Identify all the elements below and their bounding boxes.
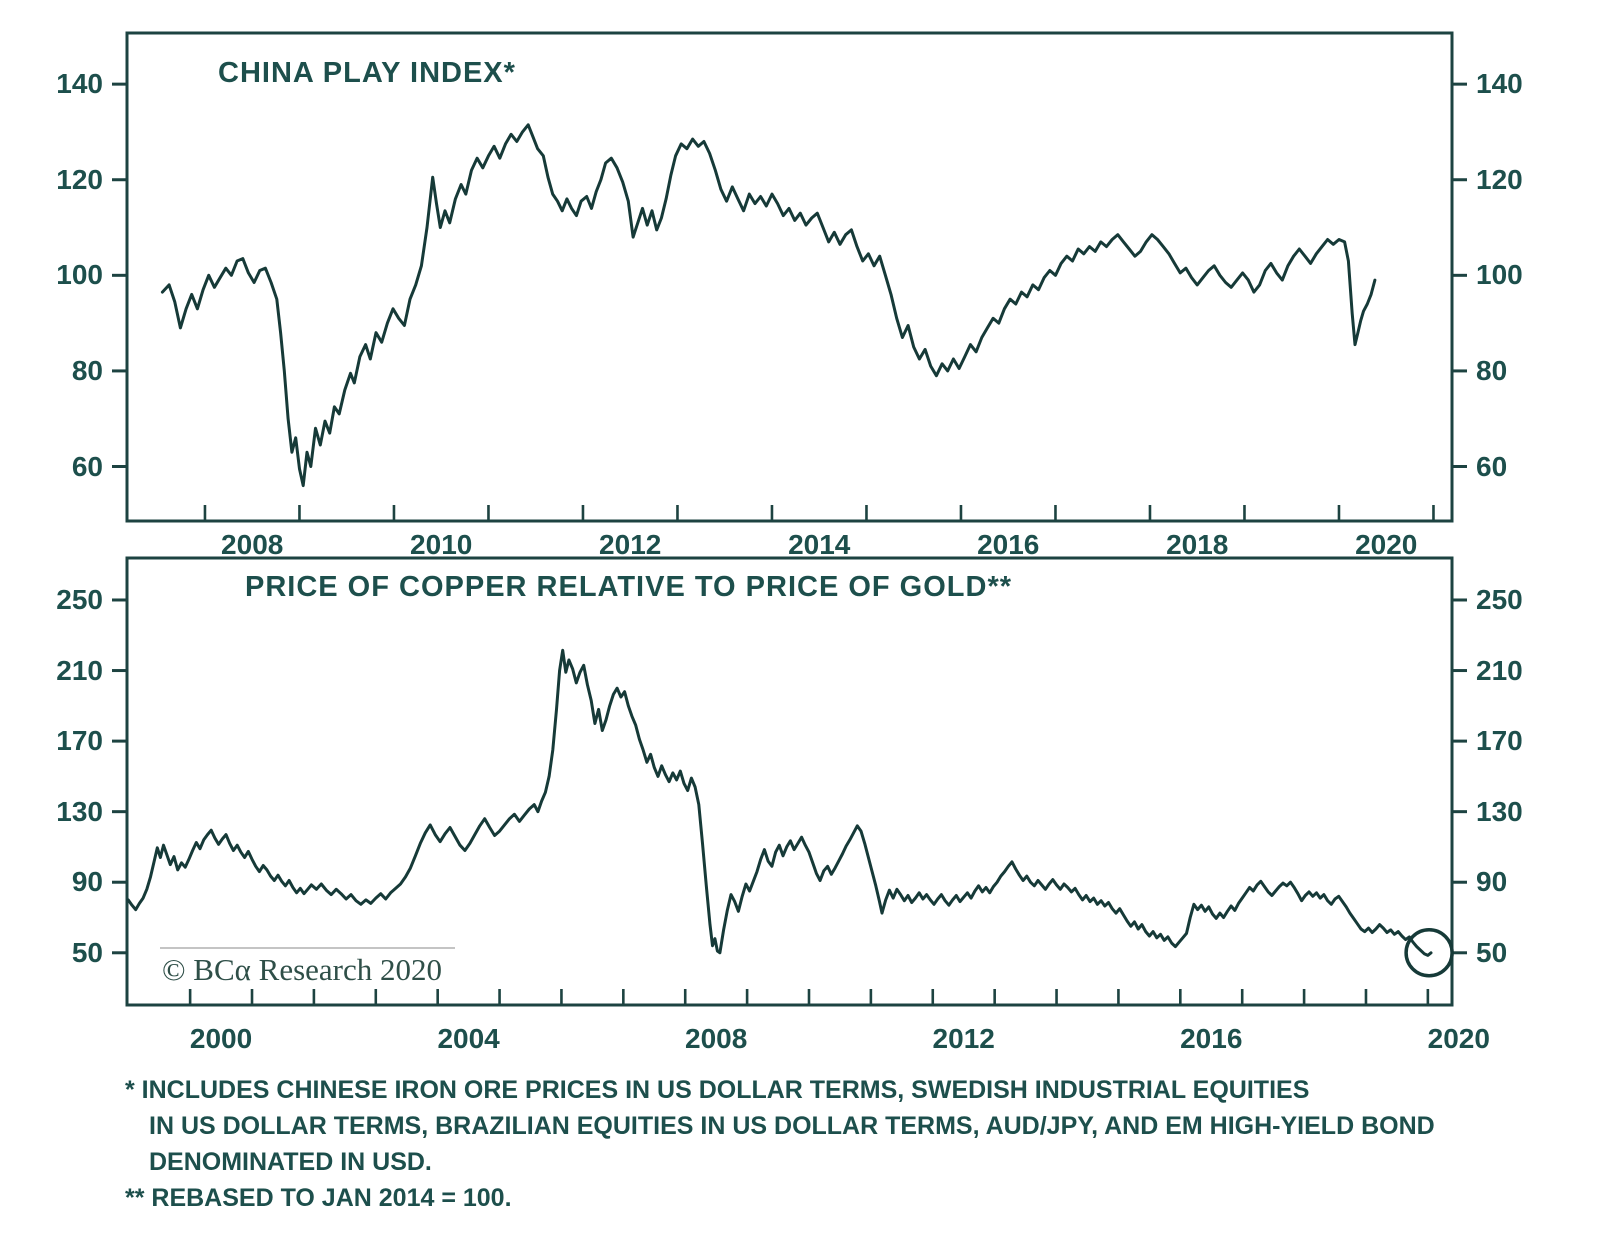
bottom-y-label-right-130: 130	[1476, 795, 1523, 827]
bottom-y-label-right-90: 90	[1476, 866, 1508, 898]
top-y-label-left-100: 100	[56, 259, 103, 291]
bottom-y-label-right-210: 210	[1476, 654, 1523, 686]
bottom-x-label-2008: 2008	[685, 1023, 748, 1054]
bottom-x-label-2000: 2000	[189, 1023, 253, 1054]
top-y-label-left-80: 80	[71, 354, 103, 386]
bca-research-watermark: © BCα Research 2020	[162, 952, 442, 987]
top-panel-title: CHINA PLAY INDEX*	[218, 57, 516, 89]
footnotes-block: * INCLUDES CHINESE IRON ORE PRICES IN US…	[125, 1072, 1435, 1216]
top-panel-frame	[125, 31, 1454, 523]
bottom-x-label-2004: 2004	[437, 1023, 500, 1054]
bottom-panel-frame	[125, 556, 1454, 1007]
bottom-x-label-2012: 2012	[932, 1023, 995, 1054]
top-series-line	[160, 123, 1377, 488]
top-x-label-2020: 2020	[1355, 529, 1418, 560]
top-y-label-right-120: 120	[1476, 163, 1523, 195]
bottom-y-label-right-170: 170	[1476, 725, 1523, 757]
bottom-y-label-left-170: 170	[56, 725, 103, 757]
footnote-line-2: IN US DOLLAR TERMS, BRAZILIAN EQUITIES I…	[149, 1112, 1435, 1140]
top-x-label-2010: 2010	[410, 529, 473, 560]
footnote-line-1: * INCLUDES CHINESE IRON ORE PRICES IN US…	[125, 1076, 1310, 1104]
bottom-y-label-right-250: 250	[1476, 583, 1523, 615]
bottom-highlight-circle	[1404, 928, 1454, 978]
bottom-y-label-right-50: 50	[1476, 936, 1508, 968]
top-y-label-right-80: 80	[1476, 354, 1508, 386]
top-y-label-right-100: 100	[1476, 259, 1523, 291]
bottom-panel-title: PRICE OF COPPER RELATIVE TO PRICE OF GOL…	[245, 571, 1013, 603]
bottom-y-label-left-250: 250	[56, 583, 103, 615]
top-x-label-2018: 2018	[1166, 529, 1229, 560]
footnote-line-3: DENOMINATED IN USD.	[149, 1148, 432, 1176]
top-y-label-left-60: 60	[71, 450, 103, 482]
top-x-label-2014: 2014	[788, 529, 851, 560]
top-y-label-left-140: 140	[56, 68, 103, 100]
bottom-x-label-2016: 2016	[1180, 1023, 1243, 1054]
top-y-label-left-120: 120	[56, 163, 103, 195]
bottom-y-label-left-130: 130	[56, 795, 103, 827]
bottom-series-line	[126, 648, 1433, 957]
top-y-label-right-140: 140	[1476, 68, 1523, 100]
top-y-label-right-60: 60	[1476, 450, 1508, 482]
footnote-line-4: ** REBASED TO JAN 2014 = 100.	[125, 1184, 512, 1212]
bottom-y-label-left-210: 210	[56, 654, 103, 686]
bottom-y-label-left-90: 90	[71, 866, 103, 898]
bottom-x-label-2020: 2020	[1427, 1023, 1490, 1054]
top-x-label-2012: 2012	[599, 529, 662, 560]
bottom-y-label-left-50: 50	[71, 936, 103, 968]
top-x-label-2016: 2016	[977, 529, 1040, 560]
top-x-label-2008: 2008	[221, 529, 284, 560]
